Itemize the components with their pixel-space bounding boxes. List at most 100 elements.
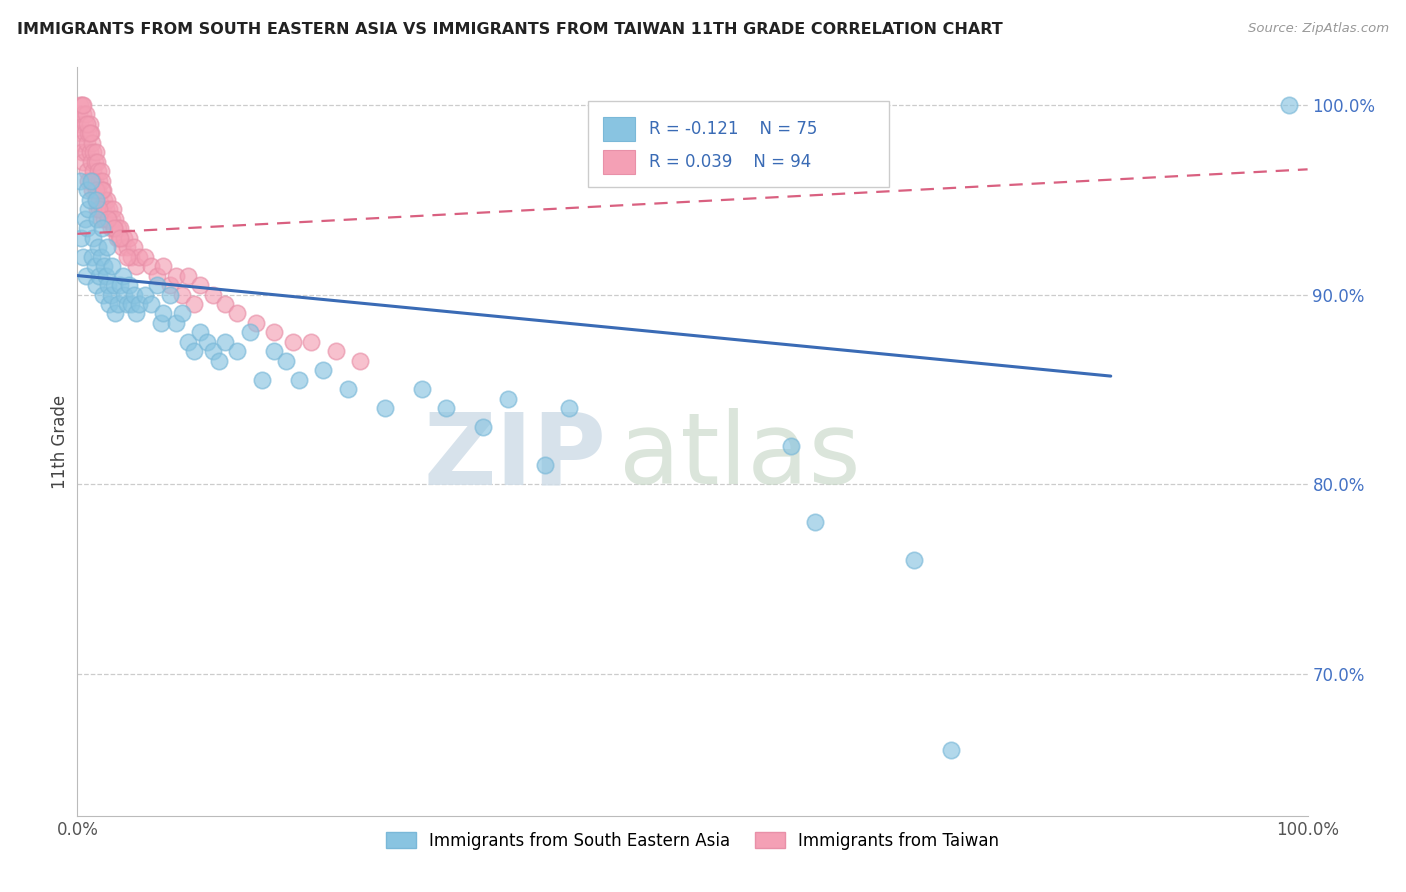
Point xyxy=(208,354,231,368)
Point xyxy=(96,240,118,254)
Point xyxy=(94,202,117,216)
Point xyxy=(804,515,827,529)
Point xyxy=(183,297,205,311)
Point xyxy=(226,344,249,359)
Point xyxy=(73,211,96,226)
Point xyxy=(72,107,94,121)
Point xyxy=(118,230,141,244)
Point xyxy=(83,174,105,188)
Point xyxy=(82,136,104,150)
Point xyxy=(84,193,107,207)
Point xyxy=(214,297,236,311)
Point xyxy=(112,287,135,301)
Point xyxy=(89,202,111,216)
Point xyxy=(100,221,122,235)
Point xyxy=(103,221,125,235)
Point xyxy=(76,183,98,197)
FancyBboxPatch shape xyxy=(588,101,890,186)
Point xyxy=(86,211,108,226)
Point xyxy=(80,174,103,188)
Point xyxy=(89,268,111,283)
Point xyxy=(165,268,187,283)
Point xyxy=(70,126,93,140)
Point xyxy=(146,278,169,293)
Point xyxy=(170,306,193,320)
Point xyxy=(103,221,125,235)
Point xyxy=(77,174,100,188)
Point xyxy=(77,202,100,216)
Point xyxy=(337,383,360,397)
Point xyxy=(93,193,115,207)
Point xyxy=(472,420,495,434)
Point xyxy=(101,211,124,226)
Point xyxy=(83,154,105,169)
Point xyxy=(115,297,138,311)
Point xyxy=(94,268,117,283)
Point xyxy=(86,154,108,169)
Point xyxy=(103,278,125,293)
Point xyxy=(89,193,111,207)
Point xyxy=(91,202,114,216)
Point xyxy=(146,268,169,283)
Point xyxy=(82,250,104,264)
Point xyxy=(214,334,236,349)
Point xyxy=(72,250,94,264)
Point xyxy=(245,316,267,330)
Y-axis label: 11th Grade: 11th Grade xyxy=(51,394,69,489)
Point xyxy=(276,354,298,368)
Point xyxy=(96,193,118,207)
Point xyxy=(115,250,138,264)
Point xyxy=(141,297,163,311)
Point xyxy=(98,297,121,311)
Point xyxy=(1278,98,1301,112)
Point xyxy=(97,278,120,293)
Point xyxy=(226,306,249,320)
Point xyxy=(312,363,335,377)
Point xyxy=(188,326,212,340)
Point xyxy=(201,344,224,359)
Point xyxy=(122,240,145,254)
Point xyxy=(299,334,322,349)
Point xyxy=(77,126,100,140)
Point xyxy=(69,117,91,131)
Point xyxy=(195,334,218,349)
Point xyxy=(82,230,104,244)
Point xyxy=(72,98,94,112)
Point xyxy=(121,297,143,311)
Point xyxy=(82,183,104,197)
Legend: Immigrants from South Eastern Asia, Immigrants from Taiwan: Immigrants from South Eastern Asia, Immi… xyxy=(378,825,1007,856)
Point xyxy=(141,259,163,273)
Text: R = -0.121    N = 75: R = -0.121 N = 75 xyxy=(650,120,818,138)
Point xyxy=(125,306,148,320)
Point xyxy=(97,211,120,226)
Point xyxy=(115,240,138,254)
Point xyxy=(90,250,112,264)
Point xyxy=(152,306,174,320)
Point xyxy=(67,107,90,121)
Point xyxy=(73,126,96,140)
Point xyxy=(170,287,193,301)
Point xyxy=(107,297,129,311)
Point xyxy=(90,183,114,197)
Text: IMMIGRANTS FROM SOUTH EASTERN ASIA VS IMMIGRANTS FROM TAIWAN 11TH GRADE CORRELAT: IMMIGRANTS FROM SOUTH EASTERN ASIA VS IM… xyxy=(17,22,1002,37)
Point xyxy=(75,145,97,160)
Point xyxy=(91,183,114,197)
Point xyxy=(111,240,132,254)
Point xyxy=(73,117,96,131)
Point xyxy=(150,316,173,330)
Point xyxy=(188,278,212,293)
Point xyxy=(70,230,93,244)
Point xyxy=(374,401,396,416)
Point xyxy=(76,117,98,131)
Point xyxy=(105,230,128,244)
Point xyxy=(152,259,174,273)
Point xyxy=(128,250,150,264)
Point xyxy=(87,164,110,178)
Point xyxy=(118,278,141,293)
Point xyxy=(80,154,103,169)
Point xyxy=(84,193,107,207)
Point xyxy=(98,202,121,216)
Point xyxy=(82,174,104,188)
Point xyxy=(69,98,91,112)
Text: ZIP: ZIP xyxy=(423,408,606,505)
